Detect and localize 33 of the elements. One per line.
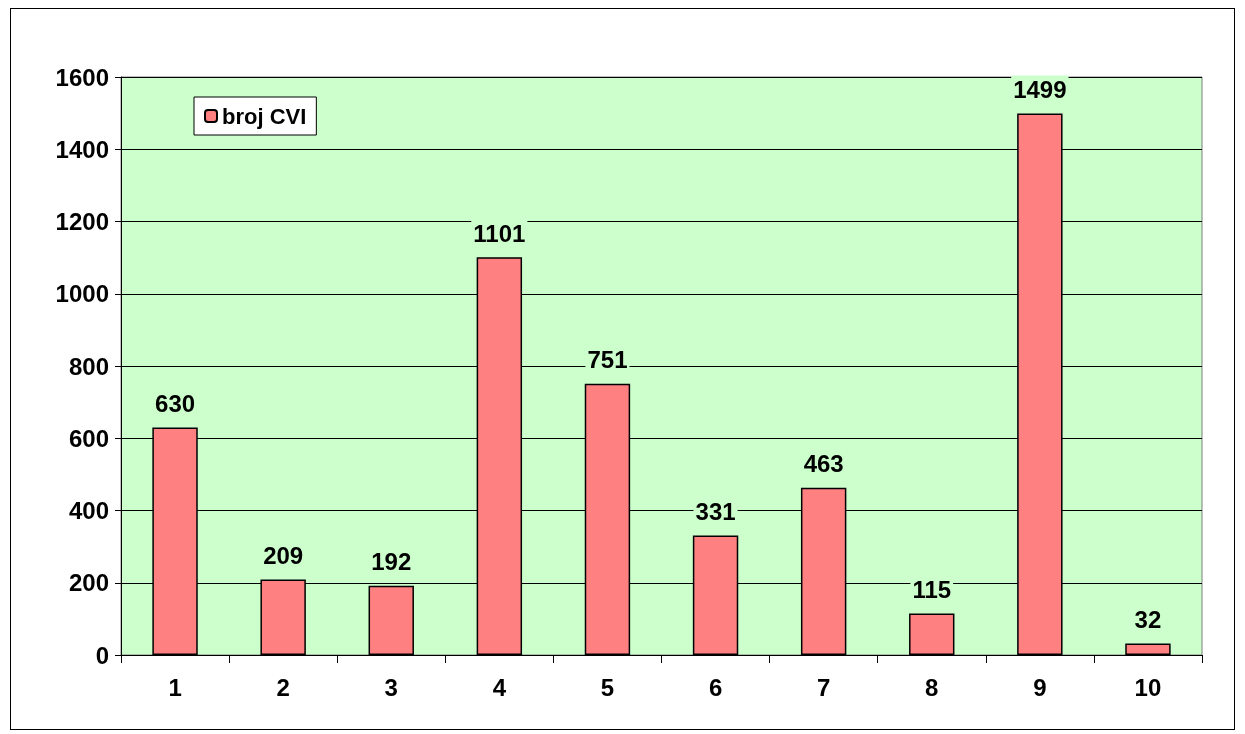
x-tick-label: 6 (708, 673, 723, 701)
bar (368, 585, 414, 655)
data-label: 1499 (1013, 75, 1067, 103)
data-label: 115 (912, 575, 952, 603)
y-tick-label: 400 (68, 497, 109, 524)
x-tick-label: 3 (384, 673, 398, 701)
legend-label: broj CVI (222, 103, 307, 129)
x-tick-label: 9 (1033, 673, 1047, 701)
x-tick-label: 7 (816, 673, 831, 701)
y-tick-label: 600 (68, 424, 109, 452)
data-label: 209 (263, 542, 304, 569)
data-label: 630 (155, 389, 196, 417)
x-tick-label: 2 (276, 673, 290, 701)
data-label: 32 (1134, 605, 1162, 633)
y-tick-label: 1600 (55, 63, 109, 91)
bar (909, 613, 955, 655)
y-tick-label: 1000 (55, 280, 109, 308)
data-label: 463 (803, 450, 844, 478)
x-tick-label: 8 (925, 673, 939, 701)
y-tick-label: 1400 (55, 135, 109, 163)
data-label: 1101 (473, 219, 526, 247)
x-tick-label: 4 (492, 673, 507, 701)
y-tick-label: 800 (68, 352, 109, 380)
data-label: 331 (695, 497, 736, 525)
data-label: 751 (587, 346, 628, 374)
x-tick-label: 10 (1134, 673, 1162, 701)
x-tick-label: 1 (168, 673, 182, 701)
bar (1125, 643, 1171, 655)
x-tick-label: 5 (600, 673, 615, 701)
y-tick-label: 0 (95, 641, 109, 669)
y-tick-label: 1200 (55, 208, 109, 235)
data-label: 192 (371, 548, 412, 576)
y-tick-label: 200 (68, 569, 109, 597)
